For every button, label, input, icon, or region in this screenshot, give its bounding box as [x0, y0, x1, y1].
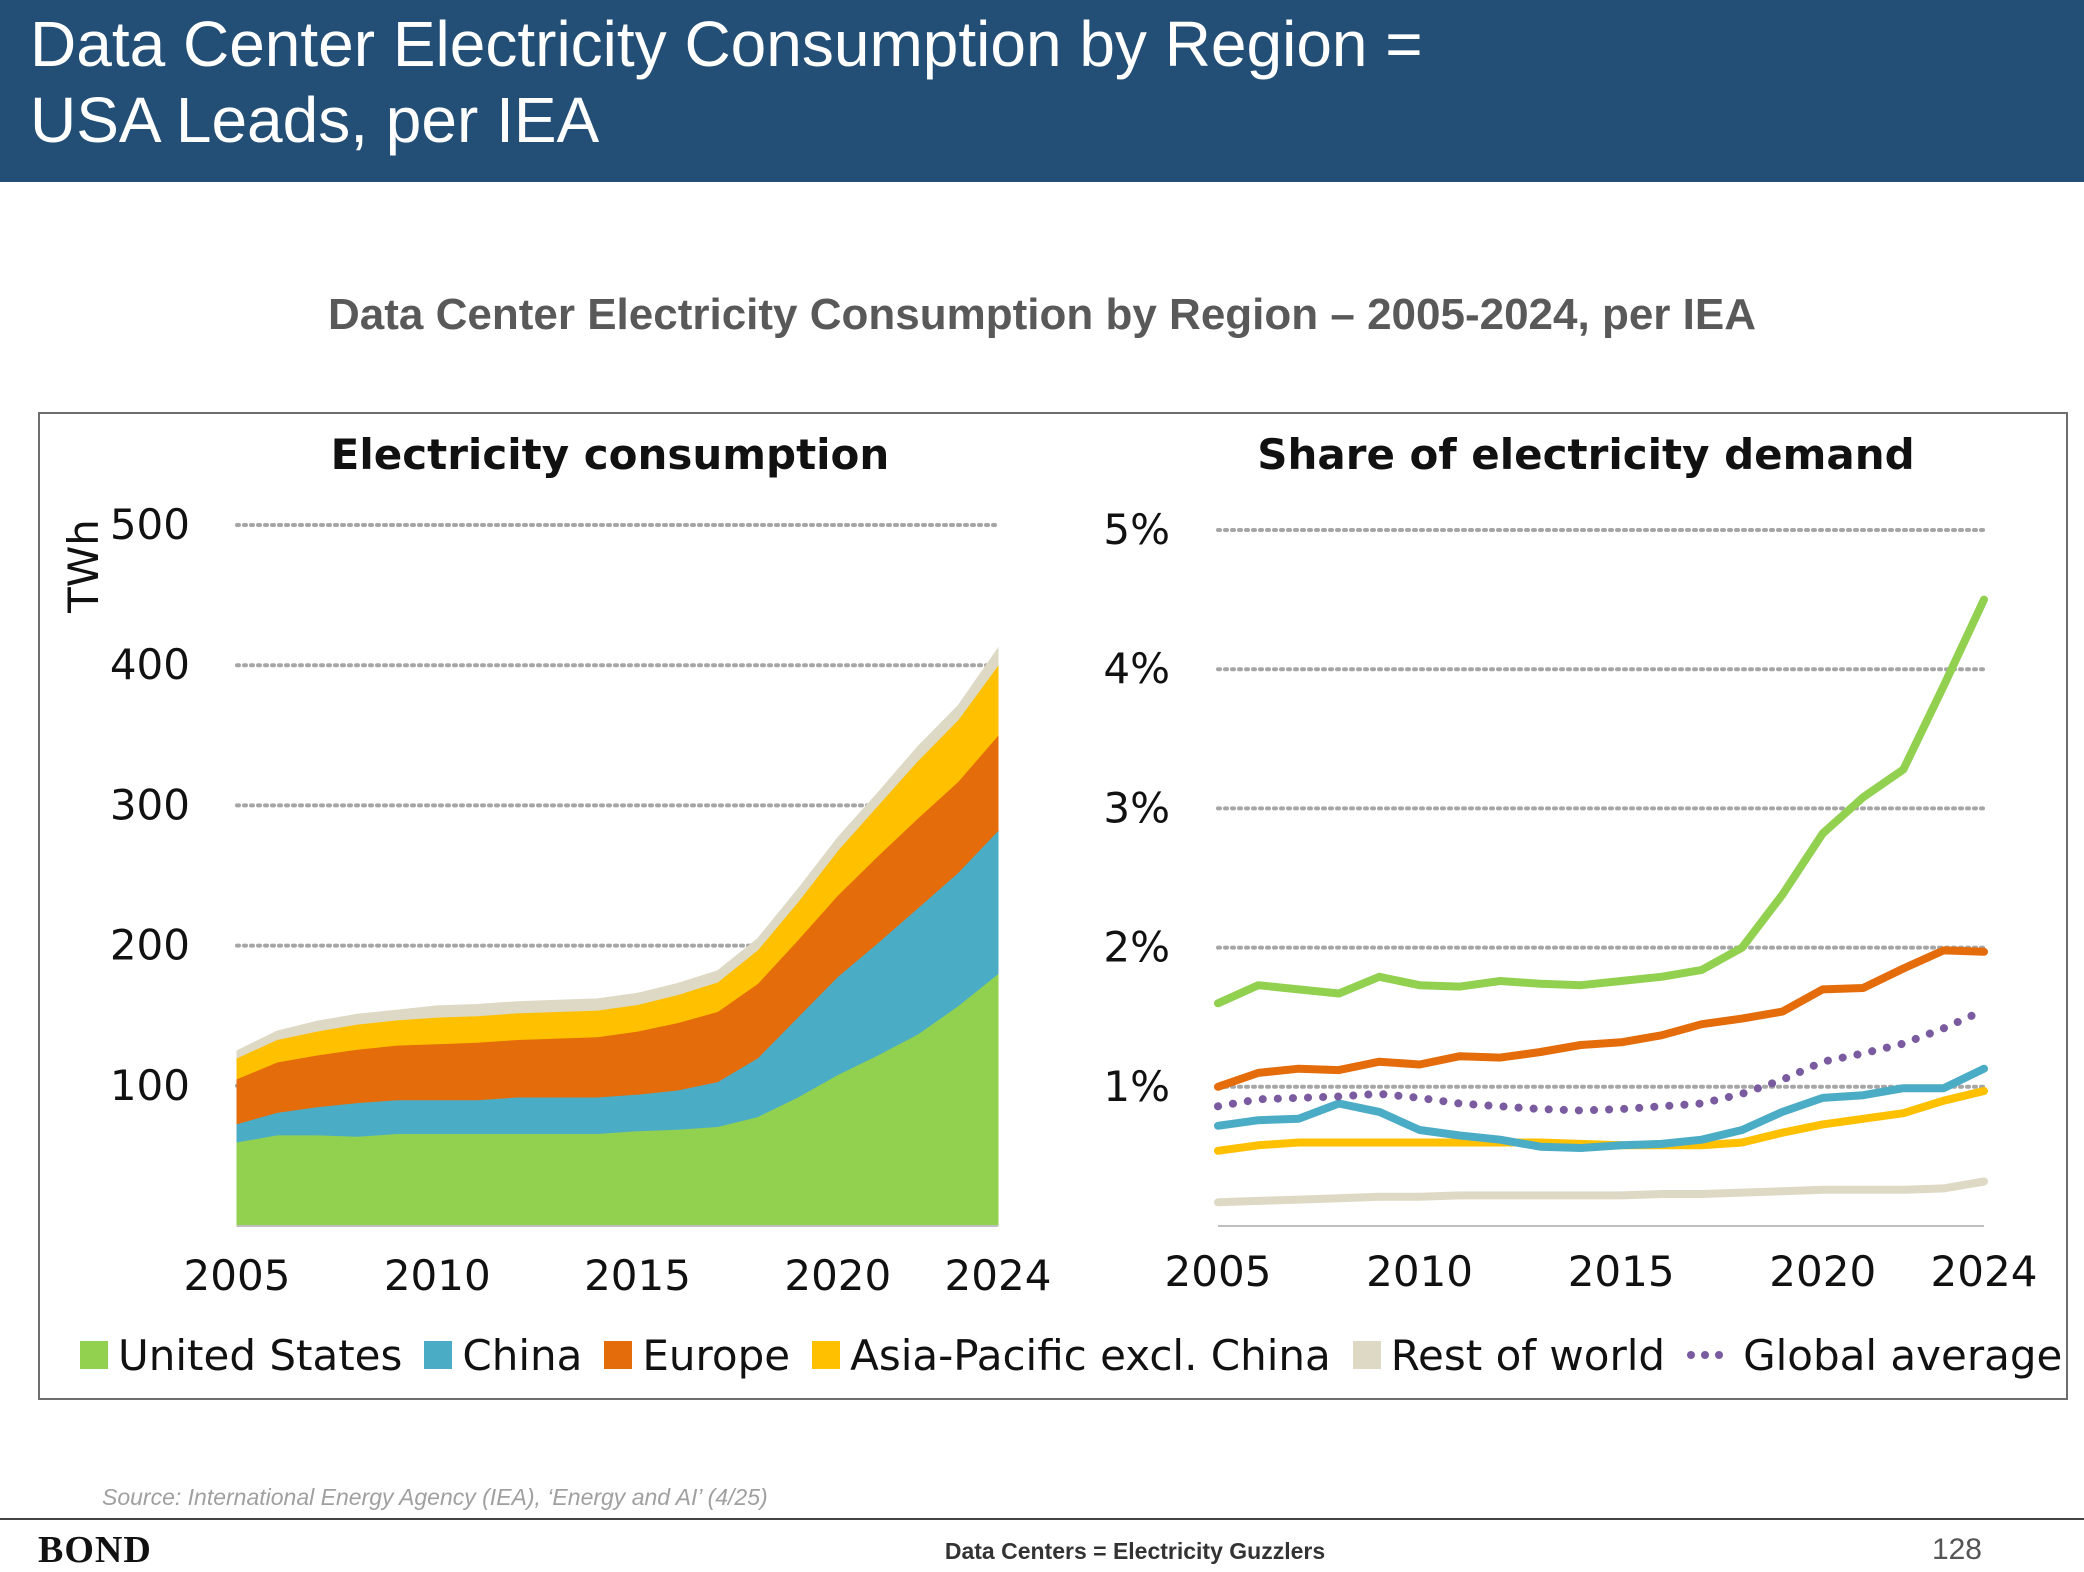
- share-x-tick: 2005: [1165, 1247, 1272, 1296]
- consumption-x-tick: 2010: [384, 1251, 491, 1300]
- title-banner: Data Center Electricity Consumption by R…: [0, 0, 2084, 182]
- consumption-chart: 100 200 300 400 500 2005 2010 2015 2020 2024 Ele…: [59, 430, 1051, 1300]
- share-y-tick: 2%: [1103, 923, 1170, 972]
- page-number: 128: [1931, 1533, 1982, 1566]
- legend-item-global-average: Global average: [1687, 1331, 2062, 1380]
- consumption-x-tick: 2020: [784, 1251, 891, 1300]
- share-x-tick: 2024: [1931, 1247, 2038, 1296]
- consumption-y-axis-label: TWh: [59, 519, 108, 614]
- legend-label: Asia-Pacific excl. China: [850, 1330, 1331, 1380]
- consumption-x-tick: 2015: [584, 1251, 691, 1300]
- legend-dots-marker: [1687, 1351, 1729, 1359]
- legend-item-united-states: United States: [80, 1331, 402, 1380]
- legend-label: United States: [118, 1330, 403, 1380]
- legend-item-asia-pacific-excl-china: Asia-Pacific excl. China: [812, 1331, 1331, 1380]
- line-rest-of-world: [1214, 1177, 1988, 1207]
- share-chart-title: Share of electricity demand: [1257, 430, 1915, 479]
- legend-swatch: [604, 1341, 633, 1369]
- share-y-tick: 4%: [1103, 644, 1170, 693]
- consumption-y-tick: 100: [110, 1061, 190, 1110]
- figure-panel: 100 200 300 400 500 2005 2010 2015 2020 2024 Ele…: [38, 412, 2068, 1400]
- chart-legend: United States China Europe Asia-Pacific exc…: [80, 1326, 2084, 1384]
- area-rest-of-world: [236, 646, 999, 1059]
- share-y-tick: 1%: [1103, 1062, 1170, 1111]
- legend-swatch: [812, 1341, 841, 1369]
- consumption-chart-title: Electricity consumption: [331, 430, 890, 479]
- consumption-x-tick: 2024: [945, 1251, 1052, 1300]
- legend-label: China: [462, 1330, 583, 1380]
- slide-title-line-2: USA Leads, per IEA: [30, 84, 600, 156]
- line-asia-pacific-excl-china: [1214, 1087, 1988, 1155]
- source-note: Source: International Energy Agency (IEA…: [102, 1484, 768, 1510]
- chart-heading: Data Center Electricity Consumption by R…: [328, 290, 1756, 339]
- share-chart: 1% 2% 3% 4% 5% 2005 2010 2015 2020 2024 Share of…: [1103, 430, 2037, 1296]
- line-united-states: [1214, 595, 1988, 1008]
- brand-logo: BOND: [38, 1529, 152, 1571]
- share-x-tick: 2015: [1568, 1247, 1675, 1296]
- legend-item-china: China: [424, 1331, 582, 1380]
- footer-divider: [0, 1518, 2084, 1520]
- share-x-tick: 2020: [1769, 1247, 1876, 1296]
- consumption-y-tick: 300: [110, 780, 190, 829]
- share-x-tick: 2010: [1366, 1247, 1473, 1296]
- consumption-y-tick: 500: [110, 500, 190, 549]
- legend-swatch: [1352, 1341, 1381, 1369]
- legend-label: Europe: [642, 1330, 791, 1380]
- consumption-y-tick: 400: [110, 640, 190, 689]
- legend-swatch: [80, 1341, 108, 1369]
- chart-canvas: 100 200 300 400 500 2005 2010 2015 2020 2024 Ele…: [59, 430, 2037, 1300]
- footer-title: Data Centers = Electricity Guzzlers: [944, 1538, 1326, 1564]
- share-y-tick: 5%: [1103, 505, 1170, 554]
- share-y-tick: 3%: [1103, 783, 1170, 832]
- legend-item-rest-of-world: Rest of world: [1352, 1330, 1666, 1380]
- line-europe: [1214, 946, 1988, 1091]
- legend-item-europe: Europe: [604, 1331, 790, 1380]
- slide-title-line-1: Data Center Electricity Consumption by R…: [30, 8, 1423, 80]
- line-global-average: [1214, 1006, 1988, 1115]
- consumption-x-tick: 2005: [184, 1251, 291, 1300]
- consumption-y-tick: 200: [110, 921, 190, 970]
- legend-swatch: [424, 1341, 453, 1369]
- line-china: [1214, 1064, 1988, 1152]
- legend-label: Rest of world: [1390, 1330, 1666, 1380]
- legend-label: Global average: [1743, 1330, 2063, 1380]
